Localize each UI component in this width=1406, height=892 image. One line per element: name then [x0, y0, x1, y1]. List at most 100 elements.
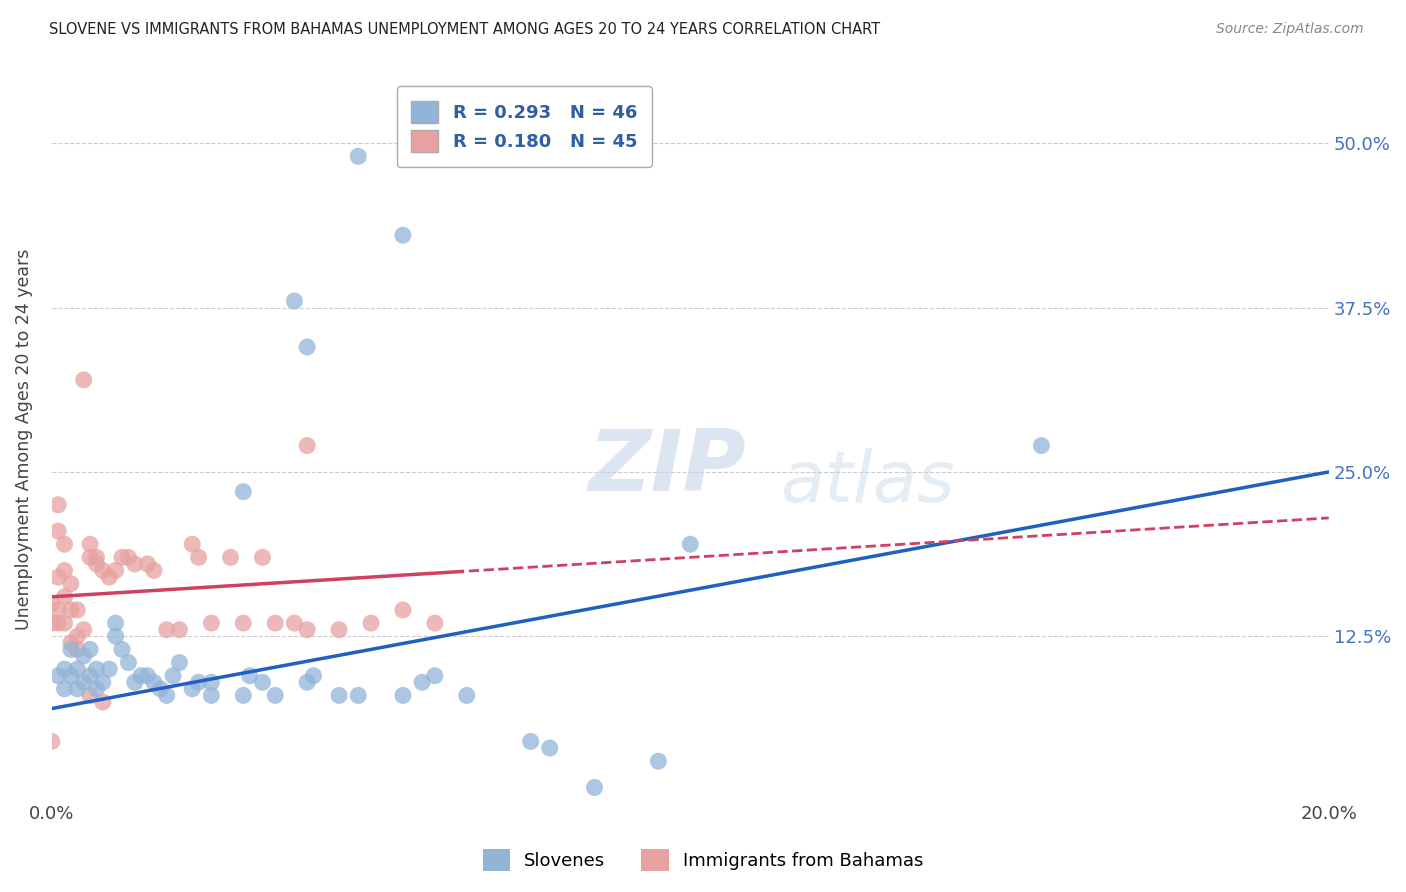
Point: [360, 616, 382, 631]
Point: [239, 669, 262, 683]
Point: [59, 636, 82, 650]
Legend: R = 0.293   N = 46, R = 0.180   N = 45: R = 0.293 N = 46, R = 0.180 N = 45: [396, 87, 652, 167]
Point: [53, 616, 76, 631]
Point: [392, 228, 415, 243]
Point: [59, 642, 82, 657]
Point: [91, 695, 114, 709]
Point: [264, 689, 287, 703]
Point: [647, 754, 669, 768]
Text: ZIP: ZIP: [588, 426, 745, 509]
Point: [295, 675, 318, 690]
Point: [79, 689, 101, 703]
Point: [66, 642, 89, 657]
Point: [59, 576, 82, 591]
Point: [187, 675, 209, 690]
Point: [86, 557, 108, 571]
Point: [79, 550, 101, 565]
Point: [295, 623, 318, 637]
Point: [73, 675, 96, 690]
Point: [156, 689, 179, 703]
Point: [53, 590, 76, 604]
Point: [169, 623, 191, 637]
Point: [283, 616, 305, 631]
Point: [66, 629, 89, 643]
Point: [79, 642, 101, 657]
Point: [181, 681, 204, 696]
Point: [149, 681, 172, 696]
Point: [200, 616, 222, 631]
Point: [46, 570, 69, 584]
Point: [519, 734, 541, 748]
Text: atlas: atlas: [780, 448, 955, 517]
Point: [162, 669, 184, 683]
Point: [46, 616, 69, 631]
Point: [232, 616, 254, 631]
Point: [91, 675, 114, 690]
Point: [46, 669, 69, 683]
Point: [302, 669, 325, 683]
Point: [264, 616, 287, 631]
Point: [392, 603, 415, 617]
Point: [187, 550, 209, 565]
Point: [129, 669, 152, 683]
Text: SLOVENE VS IMMIGRANTS FROM BAHAMAS UNEMPLOYMENT AMONG AGES 20 TO 24 YEARS CORREL: SLOVENE VS IMMIGRANTS FROM BAHAMAS UNEMP…: [49, 22, 880, 37]
Point: [73, 648, 96, 663]
Point: [538, 741, 561, 756]
Point: [98, 570, 121, 584]
Point: [124, 557, 146, 571]
Point: [104, 616, 127, 631]
Point: [232, 484, 254, 499]
Point: [283, 293, 305, 308]
Point: [41, 734, 63, 748]
Point: [295, 439, 318, 453]
Point: [124, 675, 146, 690]
Point: [111, 642, 134, 657]
Point: [423, 669, 446, 683]
Point: [79, 669, 101, 683]
Point: [46, 498, 69, 512]
Point: [219, 550, 242, 565]
Point: [66, 603, 89, 617]
Point: [53, 564, 76, 578]
Point: [328, 689, 350, 703]
Point: [117, 550, 139, 565]
Point: [53, 662, 76, 676]
Point: [86, 662, 108, 676]
Point: [156, 623, 179, 637]
Point: [1031, 439, 1053, 453]
Point: [347, 149, 370, 163]
Point: [252, 675, 274, 690]
Point: [46, 603, 69, 617]
Point: [347, 689, 370, 703]
Point: [583, 780, 606, 795]
Point: [136, 557, 159, 571]
Point: [59, 603, 82, 617]
Point: [142, 564, 165, 578]
Point: [111, 550, 134, 565]
Point: [59, 669, 82, 683]
Point: [98, 662, 121, 676]
Point: [86, 681, 108, 696]
Legend: Slovenes, Immigrants from Bahamas: Slovenes, Immigrants from Bahamas: [475, 842, 931, 879]
Point: [169, 656, 191, 670]
Point: [200, 675, 222, 690]
Point: [41, 596, 63, 610]
Point: [328, 623, 350, 637]
Point: [200, 689, 222, 703]
Point: [53, 681, 76, 696]
Point: [79, 537, 101, 551]
Point: [392, 689, 415, 703]
Point: [73, 373, 96, 387]
Point: [456, 689, 478, 703]
Point: [46, 524, 69, 538]
Text: Source: ZipAtlas.com: Source: ZipAtlas.com: [1216, 22, 1364, 37]
Point: [53, 537, 76, 551]
Point: [295, 340, 318, 354]
Point: [66, 662, 89, 676]
Point: [91, 564, 114, 578]
Point: [41, 616, 63, 631]
Point: [252, 550, 274, 565]
Point: [411, 675, 433, 690]
Point: [181, 537, 204, 551]
Point: [117, 656, 139, 670]
